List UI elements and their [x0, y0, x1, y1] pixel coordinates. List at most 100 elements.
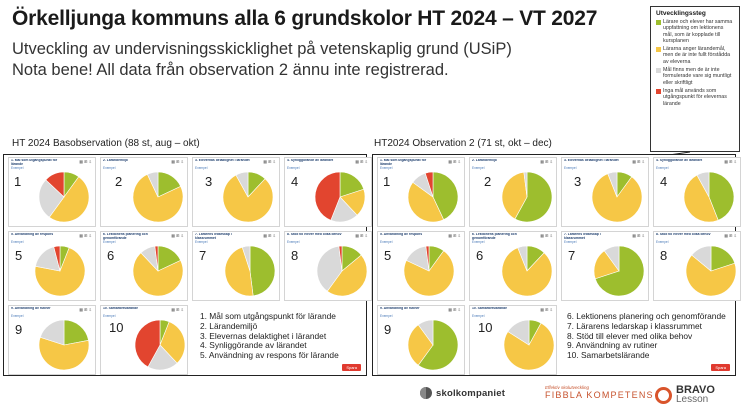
pie-chart	[38, 319, 90, 371]
card-example-link[interactable]: Exempel	[103, 314, 116, 318]
pie-chart	[132, 171, 184, 223]
save-button[interactable]: Spara	[711, 364, 730, 371]
yellow-slice	[326, 254, 368, 297]
card-example-link[interactable]: Exempel	[287, 166, 300, 170]
card-number: 5	[384, 248, 392, 263]
card-tools-icon[interactable]: ▦ ⊞ ⇩	[540, 307, 553, 312]
card-tools-icon[interactable]: ▦ ⊞ ⇩	[540, 233, 553, 238]
card-tools-icon[interactable]: ▦ ⊞ ⇩	[448, 307, 461, 312]
card-example-link[interactable]: Exempel	[11, 240, 24, 244]
card-title: 2. Lärandemiljö	[472, 159, 497, 162]
yellow-slice	[38, 336, 90, 371]
card-tools-icon[interactable]: ▦ ⊞ ⇩	[263, 159, 276, 164]
pie-chart	[591, 171, 643, 223]
chart-card[interactable]: 2. Lärandemiljö Exempel ▦ ⊞ ⇩ 2	[100, 157, 188, 227]
card-tools-icon[interactable]: ▦ ⊞ ⇩	[79, 159, 92, 164]
card-tools-icon[interactable]: ▦ ⊞ ⇩	[263, 233, 276, 238]
card-example-link[interactable]: Exempel	[472, 314, 485, 318]
card-example-link[interactable]: Exempel	[472, 166, 485, 170]
yellow-slice	[685, 254, 737, 297]
card-tools-icon[interactable]: ▦ ⊞ ⇩	[171, 307, 184, 312]
legend-item: Lärarna anger lärandemål, men de är inte…	[656, 46, 734, 65]
card-title: 8. Stöd till elever med olika behov	[287, 233, 342, 236]
pie-chart	[222, 171, 274, 223]
chart-card[interactable]: 8. Stöd till elever med olika behov Exemp…	[653, 231, 741, 301]
card-example-link[interactable]: Exempel	[656, 240, 669, 244]
card-number: 2	[484, 174, 492, 189]
chart-card[interactable]: 3. Elevernas delaktighet i lärandet Exemp…	[561, 157, 649, 227]
baseline-panel: 1. Mål som utgångspunkt för lärande 2. Lä…	[3, 154, 372, 376]
pie-chart	[314, 171, 366, 223]
yellow-slice	[403, 250, 455, 297]
chart-card[interactable]: 6. Lektionens planering och genomförande…	[100, 231, 188, 301]
chart-card[interactable]: 2. Lärandemiljö Exempel ▦ ⊞ ⇩ 2	[469, 157, 557, 227]
card-tools-icon[interactable]: ▦ ⊞ ⇩	[171, 159, 184, 164]
chart-card[interactable]: 9. Användning av rutiner Exempel ▦ ⊞ ⇩ 9	[377, 305, 465, 375]
card-title: 7. Lärarens ledarskap i klassrummet	[564, 233, 601, 240]
chart-card[interactable]: 9. Användning av rutiner Exempel ▦ ⊞ ⇩ 9	[8, 305, 96, 375]
skolkompaniet-mark-icon	[420, 387, 432, 399]
card-title: 9. Användning av rutiner	[380, 307, 420, 310]
chart-card[interactable]: 4. Synliggörande av lärandet Exempel ▦ ⊞ ⇩…	[653, 157, 741, 227]
chart-card[interactable]: 4. Synliggörande av lärandet Exempel ▦ ⊞ ⇩…	[284, 157, 372, 227]
card-number: 6	[107, 248, 115, 263]
legend-swatch	[656, 20, 661, 25]
card-example-link[interactable]: Exempel	[380, 240, 393, 244]
card-example-link[interactable]: Exempel	[103, 166, 116, 170]
chart-card[interactable]: 3. Elevernas delaktighet i lärandet Exemp…	[192, 157, 280, 227]
card-tools-icon[interactable]: ▦ ⊞ ⇩	[540, 159, 553, 164]
card-number: 3	[205, 174, 213, 189]
card-title: 6. Lektionens planering och genomförande	[472, 233, 517, 240]
indicator-list-item: 9. Användning av rutiner	[567, 340, 658, 351]
chart-card[interactable]: 8. Stöd till elever med olika behov Exemp…	[284, 231, 372, 301]
chart-card[interactable]: 5. Användning av respons Exempel ▦ ⊞ ⇩ 5	[8, 231, 96, 301]
yellow-slice	[132, 252, 184, 297]
fibbla-tagline: Effektiv skolutveckling	[545, 385, 590, 390]
chart-card[interactable]: 10. Samarbetslärande Exempel ▦ ⊞ ⇩ 10	[100, 305, 188, 375]
chart-card[interactable]: 7. Lärarens ledarskap i klassrummet Exemp…	[561, 231, 649, 301]
indicator-list-item: 8. Stöd till elever med olika behov	[567, 330, 693, 341]
yellow-slice	[683, 174, 719, 223]
card-example-link[interactable]: Exempel	[287, 240, 300, 244]
card-tools-icon[interactable]: ▦ ⊞ ⇩	[448, 233, 461, 238]
grey-slice	[523, 171, 528, 198]
card-tools-icon[interactable]: ▦ ⊞ ⇩	[355, 233, 368, 238]
card-example-link[interactable]: Exempel	[564, 240, 577, 244]
chart-card[interactable]: 6. Lektionens planering och genomförande…	[469, 231, 557, 301]
card-example-link[interactable]: Exempel	[656, 166, 669, 170]
card-tools-icon[interactable]: ▦ ⊞ ⇩	[79, 233, 92, 238]
card-example-link[interactable]: Exempel	[11, 166, 24, 170]
green-slice	[63, 319, 89, 346]
card-example-link[interactable]: Exempel	[380, 314, 393, 318]
pie-chart	[38, 171, 90, 223]
chart-card[interactable]: 1. Mål som utgångspunkt för lärande Exemp…	[8, 157, 96, 227]
legend-item: Lärare och elever har samma uppfattning …	[656, 19, 734, 44]
card-tools-icon[interactable]: ▦ ⊞ ⇩	[79, 307, 92, 312]
card-example-link[interactable]: Exempel	[564, 166, 577, 170]
indicator-list-item: 2. Lärandemiljö	[200, 320, 258, 331]
card-example-link[interactable]: Exempel	[380, 166, 393, 170]
green-slice	[417, 319, 459, 371]
grey-slice	[691, 245, 712, 272]
card-example-link[interactable]: Exempel	[195, 166, 208, 170]
card-example-link[interactable]: Exempel	[11, 314, 24, 318]
chart-card[interactable]: 1. Mål som utgångspunkt för lärande Exemp…	[377, 157, 465, 227]
card-tools-icon[interactable]: ▦ ⊞ ⇩	[171, 233, 184, 238]
card-tools-icon[interactable]: ▦ ⊞ ⇩	[724, 159, 737, 164]
card-example-link[interactable]: Exempel	[103, 240, 116, 244]
chart-card[interactable]: 7. Lärarens ledarskap i klassrummet Exemp…	[192, 231, 280, 301]
card-title: 10. Samarbetslärande	[103, 307, 139, 310]
card-tools-icon[interactable]: ▦ ⊞ ⇩	[632, 233, 645, 238]
yellow-slice	[407, 181, 445, 223]
card-tools-icon[interactable]: ▦ ⊞ ⇩	[632, 159, 645, 164]
save-button[interactable]: Spara	[342, 364, 361, 371]
card-tools-icon[interactable]: ▦ ⊞ ⇩	[355, 159, 368, 164]
card-example-link[interactable]: Exempel	[472, 240, 485, 244]
card-example-link[interactable]: Exempel	[195, 240, 208, 244]
chart-card[interactable]: 10. Samarbetslärande Exempel ▦ ⊞ ⇩ 10	[469, 305, 557, 375]
card-tools-icon[interactable]: ▦ ⊞ ⇩	[724, 233, 737, 238]
card-tools-icon[interactable]: ▦ ⊞ ⇩	[448, 159, 461, 164]
card-number: 9	[15, 322, 23, 337]
red-slice	[338, 245, 343, 272]
chart-card[interactable]: 5. Användning av respons Exempel ▦ ⊞ ⇩ 5	[377, 231, 465, 301]
